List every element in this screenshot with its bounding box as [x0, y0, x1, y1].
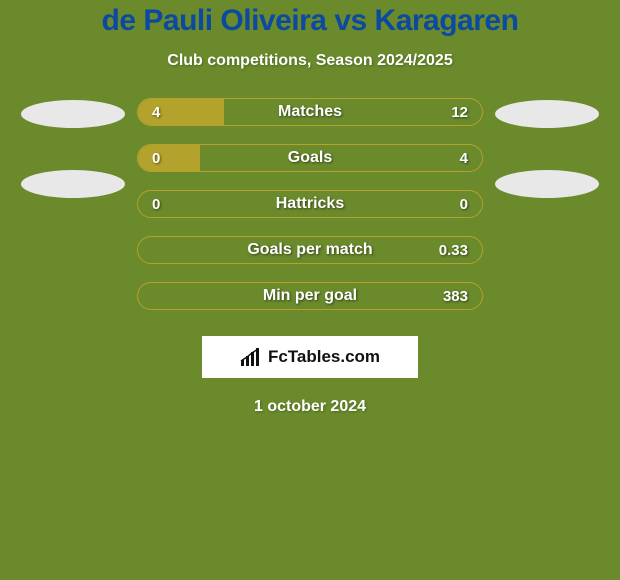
stat-right-value: 383 [443, 283, 468, 309]
stat-row-goals: 0 Goals 4 [137, 144, 483, 172]
brand-text: FcTables.com [268, 347, 380, 367]
stat-row-hattricks: 0 Hattricks 0 [137, 190, 483, 218]
brand-box: FcTables.com [202, 336, 418, 378]
comparison-widget: de Pauli Oliveira vs Karagaren Club comp… [0, 0, 620, 580]
stat-right-value: 0.33 [439, 237, 468, 263]
player-badge-right-1 [495, 100, 599, 128]
player-badge-right-2 [495, 170, 599, 198]
stat-right-value: 0 [460, 191, 468, 217]
stat-label: Goals per match [138, 237, 482, 263]
stat-right-value: 4 [460, 145, 468, 171]
stat-label: Hattricks [138, 191, 482, 217]
stat-row-goals-per-match: Goals per match 0.33 [137, 236, 483, 264]
right-player-column [483, 98, 603, 310]
stats-area: 4 Matches 12 0 Goals 4 0 Hattricks 0 Goa… [0, 98, 620, 310]
date-line: 1 october 2024 [0, 398, 620, 416]
stat-row-matches: 4 Matches 12 [137, 98, 483, 126]
stat-label: Matches [138, 99, 482, 125]
stat-row-min-per-goal: Min per goal 383 [137, 282, 483, 310]
stat-right-value: 12 [451, 99, 468, 125]
player-badge-left-1 [21, 100, 125, 128]
bars-icon [240, 348, 262, 366]
stat-bars: 4 Matches 12 0 Goals 4 0 Hattricks 0 Goa… [137, 98, 483, 310]
stat-label: Min per goal [138, 283, 482, 309]
stat-label: Goals [138, 145, 482, 171]
page-title: de Pauli Oliveira vs Karagaren [0, 4, 620, 38]
left-player-column [17, 98, 137, 310]
subtitle: Club competitions, Season 2024/2025 [0, 52, 620, 70]
player-badge-left-2 [21, 170, 125, 198]
